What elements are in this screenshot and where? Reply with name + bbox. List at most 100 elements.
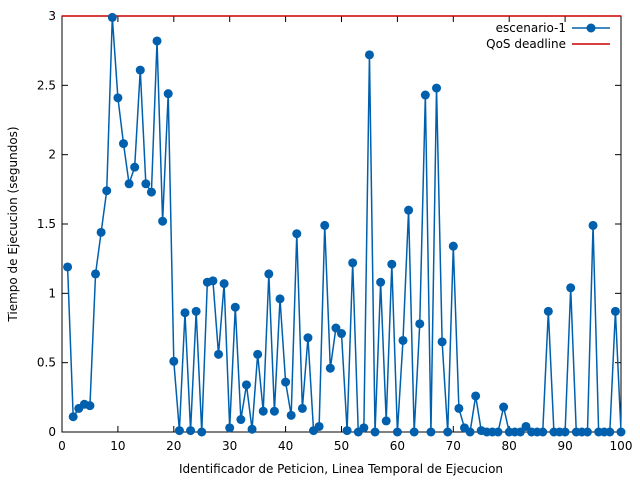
data-point bbox=[398, 335, 408, 345]
data-point bbox=[320, 220, 330, 230]
data-point bbox=[420, 90, 430, 100]
series-escenario-1-line bbox=[66, 17, 622, 434]
data-point bbox=[135, 65, 145, 75]
y-tick-label: 0 bbox=[48, 425, 56, 439]
data-point bbox=[269, 406, 279, 416]
data-point bbox=[208, 276, 218, 286]
data-point bbox=[107, 12, 117, 22]
data-point bbox=[610, 306, 620, 316]
data-point bbox=[409, 427, 419, 437]
y-tick-label: 0.5 bbox=[37, 356, 56, 370]
y-axis-ticks: 0 0.5 1 1.5 2 2.5 3 bbox=[37, 9, 621, 439]
data-point bbox=[191, 306, 201, 316]
data-point bbox=[387, 259, 397, 269]
x-tick-label: 100 bbox=[610, 439, 633, 453]
data-point bbox=[214, 349, 224, 359]
data-point bbox=[348, 258, 358, 268]
data-point bbox=[404, 205, 414, 215]
data-point bbox=[432, 83, 442, 93]
data-point bbox=[454, 403, 464, 413]
data-point bbox=[331, 323, 341, 333]
y-tick-label: 2 bbox=[48, 148, 56, 162]
data-point bbox=[297, 403, 307, 413]
data-point bbox=[113, 93, 123, 103]
data-point bbox=[219, 279, 229, 289]
data-point bbox=[158, 216, 168, 226]
legend-label-qos-deadline: QoS deadline bbox=[486, 37, 566, 51]
data-point bbox=[381, 416, 391, 426]
x-tick-label: 60 bbox=[390, 439, 405, 453]
data-point bbox=[286, 410, 296, 420]
data-point bbox=[68, 412, 78, 422]
data-point bbox=[292, 229, 302, 239]
data-point bbox=[499, 402, 509, 412]
x-tick-label: 50 bbox=[334, 439, 349, 453]
x-tick-label: 20 bbox=[166, 439, 181, 453]
data-point bbox=[102, 186, 112, 196]
data-point bbox=[314, 421, 324, 431]
data-point bbox=[392, 427, 402, 437]
series-escenario-1-points bbox=[63, 12, 626, 437]
data-point bbox=[258, 406, 268, 416]
data-point bbox=[225, 423, 235, 433]
data-point bbox=[465, 427, 475, 437]
data-point bbox=[85, 401, 95, 411]
data-point bbox=[493, 427, 503, 437]
data-point bbox=[359, 423, 369, 433]
data-point bbox=[560, 427, 570, 437]
data-point bbox=[443, 427, 453, 437]
data-point bbox=[471, 391, 481, 401]
data-point bbox=[63, 262, 73, 272]
x-tick-label: 90 bbox=[557, 439, 572, 453]
legend-label-escenario-1: escenario-1 bbox=[496, 21, 566, 35]
x-tick-label: 80 bbox=[502, 439, 517, 453]
x-axis-ticks: 0 10 20 30 40 50 60 70 80 90 100 bbox=[58, 16, 632, 453]
data-point bbox=[91, 269, 101, 279]
data-point bbox=[236, 415, 246, 425]
data-point bbox=[253, 349, 263, 359]
data-point bbox=[241, 380, 251, 390]
x-tick-label: 70 bbox=[446, 439, 461, 453]
data-point bbox=[582, 427, 592, 437]
data-point bbox=[515, 427, 525, 437]
data-point bbox=[325, 363, 335, 373]
data-point bbox=[230, 302, 240, 312]
y-axis-title: Tiempo de Ejecucion (segundos) bbox=[6, 126, 20, 322]
data-point bbox=[342, 426, 352, 436]
legend: escenario-1 QoS deadline bbox=[486, 21, 610, 51]
data-point bbox=[448, 241, 458, 251]
data-point bbox=[605, 427, 615, 437]
data-point bbox=[247, 424, 257, 434]
data-point bbox=[370, 427, 380, 437]
data-point bbox=[264, 269, 274, 279]
data-point bbox=[146, 187, 156, 197]
data-point bbox=[180, 308, 190, 318]
data-point bbox=[141, 179, 151, 189]
data-point bbox=[521, 421, 531, 431]
data-point bbox=[169, 356, 179, 366]
data-point bbox=[163, 89, 173, 99]
data-point bbox=[426, 427, 436, 437]
data-point bbox=[543, 306, 553, 316]
data-point bbox=[124, 179, 134, 189]
x-axis-title: Identificador de Peticion, Linea Tempora… bbox=[179, 462, 503, 476]
data-point bbox=[96, 227, 106, 237]
data-point bbox=[118, 139, 128, 149]
data-point bbox=[376, 277, 386, 287]
y-tick-label: 2.5 bbox=[37, 78, 56, 92]
legend-marker-escenario-1 bbox=[586, 23, 596, 33]
data-point bbox=[437, 337, 447, 347]
x-tick-label: 30 bbox=[222, 439, 237, 453]
data-point bbox=[303, 333, 313, 343]
x-tick-label: 10 bbox=[110, 439, 125, 453]
data-point bbox=[415, 319, 425, 329]
x-tick-label: 40 bbox=[278, 439, 293, 453]
data-point bbox=[588, 220, 598, 230]
x-tick-label: 0 bbox=[58, 439, 66, 453]
y-tick-label: 1 bbox=[48, 286, 56, 300]
data-point bbox=[152, 36, 162, 46]
data-point bbox=[281, 377, 291, 387]
data-point bbox=[538, 427, 548, 437]
data-point bbox=[174, 426, 184, 436]
